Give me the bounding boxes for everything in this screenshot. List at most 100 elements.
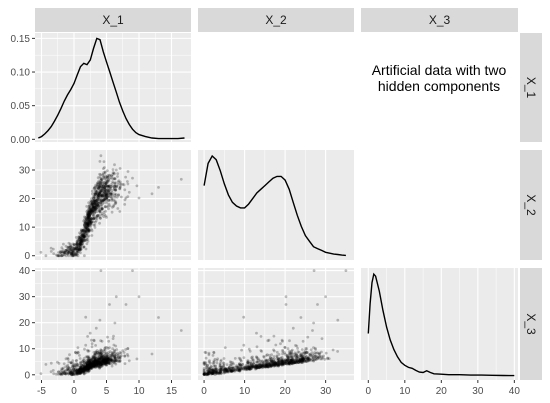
scatter-point <box>96 193 100 197</box>
scatter-point <box>96 203 99 207</box>
scatter-point <box>69 253 73 256</box>
scatter-point <box>98 191 101 195</box>
scatter-point <box>87 365 91 369</box>
scatter-point <box>106 187 109 191</box>
scatter-point <box>88 211 91 214</box>
scatter-point <box>91 207 94 211</box>
scatter-point <box>126 170 130 173</box>
panel-bg-r2-c2 <box>198 150 354 260</box>
scatter-point <box>126 354 130 358</box>
scatter-point <box>85 366 88 370</box>
x-tick-label: 40 <box>509 386 521 397</box>
scatter-point <box>289 358 293 362</box>
scatter-point <box>75 370 79 373</box>
scatter-point <box>89 209 93 212</box>
scatter-point <box>107 189 110 193</box>
scatter-point <box>79 240 83 244</box>
scatter-point <box>109 176 113 180</box>
scatter-point <box>105 360 109 364</box>
scatter-point <box>91 209 95 212</box>
scatter-point <box>58 372 62 376</box>
scatter-point <box>94 208 97 212</box>
scatter-point <box>112 198 115 202</box>
scatter-point <box>77 237 81 241</box>
scatter-point <box>225 363 229 366</box>
scatter-point <box>79 362 82 365</box>
scatter-point <box>100 206 104 210</box>
scatter-point <box>91 199 95 202</box>
x-tick-label: 10 <box>399 386 411 397</box>
scatter-point <box>67 250 71 254</box>
scatter-point <box>107 179 111 183</box>
scatter-point <box>80 242 84 246</box>
scatter-point <box>109 354 113 357</box>
scatter-point <box>83 239 87 243</box>
scatter-point <box>106 358 109 361</box>
scatter-point <box>79 238 83 242</box>
scatter-point <box>93 357 97 361</box>
scatter-point <box>75 351 79 355</box>
scatter-point <box>211 371 215 375</box>
scatter-point <box>126 182 130 186</box>
scatter-point <box>97 362 101 365</box>
scatter-point <box>103 354 106 357</box>
scatter-point <box>102 177 106 181</box>
scatter-point <box>75 369 79 373</box>
scatter-point <box>100 213 104 217</box>
scatter-point <box>76 245 80 249</box>
scatter-point <box>97 362 100 366</box>
scatter-point <box>83 223 86 227</box>
scatter-point <box>105 355 109 359</box>
scatter-point <box>80 370 84 373</box>
scatter-point <box>100 360 104 364</box>
scatter-point <box>102 350 106 353</box>
scatter-point <box>87 212 90 216</box>
scatter-point <box>89 222 93 226</box>
scatter-point <box>219 360 223 363</box>
scatter-point <box>81 367 84 371</box>
scatter-point <box>67 371 70 375</box>
scatter-point <box>88 207 92 210</box>
scatter-point <box>208 359 211 363</box>
scatter-point <box>92 360 95 364</box>
scatter-point <box>73 247 76 250</box>
scatter-point <box>268 362 271 366</box>
scatter-point <box>67 241 71 245</box>
scatter-point <box>64 251 68 254</box>
scatter-point <box>114 359 117 363</box>
scatter-point <box>99 361 102 365</box>
scatter-point <box>92 364 96 368</box>
scatter-point <box>106 188 110 192</box>
scatter-point <box>72 367 76 371</box>
scatter-point <box>276 357 280 361</box>
scatter-point <box>77 248 81 252</box>
scatter-point <box>83 365 87 369</box>
scatter-point <box>84 218 88 221</box>
scatter-point <box>87 224 91 227</box>
scatter-point <box>82 232 85 236</box>
scatter-point <box>104 360 108 364</box>
scatter-point <box>82 235 85 238</box>
scatter-point <box>93 195 97 198</box>
scatter-point <box>117 194 120 197</box>
scatter-point <box>99 201 102 205</box>
scatter-point <box>86 225 90 228</box>
scatter-point <box>84 221 87 225</box>
scatter-point <box>94 326 98 330</box>
scatter-point <box>202 368 206 372</box>
scatter-point <box>91 357 94 361</box>
scatter-point <box>290 362 294 365</box>
scatter-point <box>82 235 86 239</box>
scatter-point <box>108 359 112 362</box>
scatter-point <box>44 254 48 258</box>
scatter-point <box>95 217 99 221</box>
scatter-point <box>103 358 107 362</box>
scatter-point <box>81 235 85 239</box>
scatter-point <box>102 189 106 193</box>
scatter-point <box>100 177 103 181</box>
scatter-point <box>93 226 97 229</box>
scatter-point <box>84 367 87 371</box>
scatter-point <box>215 361 219 365</box>
scatter-point <box>84 247 88 251</box>
scatter-point <box>82 236 85 240</box>
